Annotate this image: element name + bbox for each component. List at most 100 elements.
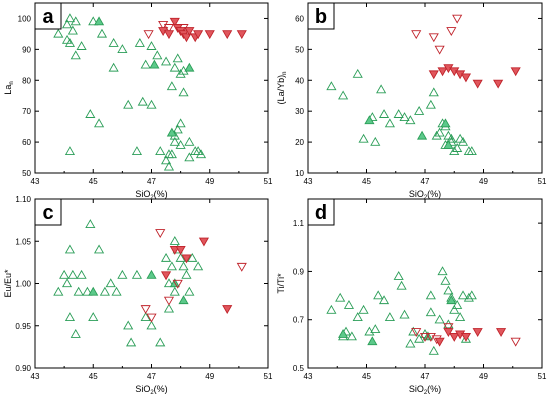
data-point-triangle-up [96, 28, 108, 38]
data-point-triangle-down [510, 337, 521, 347]
data-point-triangle-up [166, 149, 177, 159]
data-point-triangle-up [169, 286, 180, 296]
data-point-triangle-up [446, 295, 457, 305]
data-point-triangle-up [53, 286, 64, 296]
y-tick-label: 0.95 [15, 322, 31, 331]
panel-letter: d [315, 202, 327, 224]
data-point-triangle-down [510, 67, 521, 77]
data-point-triangle-up [463, 146, 474, 156]
data-point-triangle-up [70, 50, 81, 60]
y-tick-label: 1.00 [15, 280, 31, 289]
y-axis-label: Ti/Ti* [276, 273, 286, 294]
x-tick-label: 51 [538, 372, 547, 381]
data-point-triangle-up [358, 304, 369, 314]
x-tick-label: 51 [264, 372, 273, 381]
panel-letter: b [315, 6, 327, 28]
data-point-triangle-up [99, 286, 110, 296]
y-tick-label: 100 [18, 14, 32, 23]
data-point-triangle-up [184, 136, 195, 146]
data-point-triangle-up [146, 99, 157, 109]
data-point-triangle-up [190, 146, 201, 156]
data-point-triangle-up [370, 136, 381, 146]
data-point-triangle-up [76, 41, 87, 50]
data-point-triangle-up [175, 118, 186, 128]
data-point-triangle-up [160, 56, 172, 66]
data-point-triangle-up [428, 87, 439, 97]
data-point-triangle-up [178, 261, 189, 271]
y-tick-label: 1.10 [15, 195, 31, 204]
data-point-triangle-up [64, 244, 76, 254]
data-point-triangle-down [193, 30, 204, 40]
data-point-triangle-down [155, 229, 166, 239]
data-point-triangle-up [131, 269, 143, 279]
data-point-triangle-up [431, 130, 442, 140]
data-point-triangle-up [405, 338, 416, 348]
x-tick-label: 47 [421, 177, 430, 186]
data-point-triangle-up [460, 333, 472, 343]
y-axis-label: (La/Yb)n [276, 72, 288, 105]
data-point-triangle-up [166, 127, 177, 137]
data-point-triangle-up [88, 286, 99, 296]
x-axis-label: SiO2(%) [135, 189, 167, 201]
data-point-triangle-up [108, 37, 119, 47]
data-point-triangle-up [440, 118, 451, 128]
data-point-triangle-up [166, 261, 177, 271]
x-tick-label: 43 [304, 177, 313, 186]
data-point-triangle-down [428, 33, 439, 43]
data-point-triangle-up [105, 278, 116, 288]
data-point-triangle-up [187, 252, 198, 262]
data-point-triangle-up [117, 269, 128, 279]
data-point-triangle-up [466, 290, 477, 300]
panel-b: 43 45 47 49 51 10 20 30 40 50 60 SiO2(%) (La/Yb)n b [276, 2, 547, 201]
x-tick-label: 47 [147, 372, 156, 381]
data-point-triangle-down [236, 30, 247, 40]
data-point-triangle-up [437, 266, 448, 276]
data-point-triangle-down [434, 45, 445, 55]
data-point-triangle-up [64, 13, 76, 23]
panel-letter-box [34, 2, 62, 30]
data-point-triangle-up [184, 62, 195, 72]
data-point-triangle-down [198, 237, 210, 247]
data-point-triangle-up [184, 286, 195, 296]
data-point-triangle-down [495, 328, 507, 337]
data-point-triangle-down [184, 27, 195, 37]
data-point-triangle-up [61, 278, 73, 288]
data-point-triangle-up [70, 328, 81, 338]
data-point-triangle-down [411, 30, 422, 40]
x-tick-label: 43 [304, 372, 313, 381]
data-point-triangle-up [335, 292, 346, 302]
data-point-triangle-up [152, 50, 163, 60]
data-point-triangle-up [137, 96, 148, 106]
data-point-triangle-down [411, 328, 422, 337]
data-point-triangle-down [472, 79, 483, 89]
data-point-triangle-up [169, 136, 180, 146]
data-point-triangle-up [172, 53, 183, 63]
data-point-triangle-up [346, 331, 357, 341]
data-point-triangle-up [195, 149, 207, 159]
data-point-triangle-up [67, 25, 78, 35]
panel-letter-box [34, 198, 62, 226]
data-point-triangle-up [166, 81, 177, 91]
data-point-triangle-up [414, 105, 425, 115]
data-point-triangle-up [93, 16, 105, 26]
y-tick-label: 0.7 [293, 316, 305, 325]
data-point-triangle-up [64, 312, 76, 321]
x-tick-label: 49 [479, 372, 488, 381]
data-point-triangle-up [452, 300, 463, 309]
data-point-triangle-up [449, 146, 460, 156]
data-point-triangle-up [352, 312, 363, 321]
data-point-triangle-up [440, 275, 451, 285]
data-point-triangle-up [175, 68, 186, 78]
data-point-triangle-up [425, 290, 436, 300]
data-point-triangle-up [378, 295, 390, 305]
data-point-triangle-up [184, 152, 195, 162]
data-point-triangle-up [140, 59, 151, 69]
y-tick-label: 0.5 [293, 364, 305, 373]
y-tick-label: 60 [295, 14, 304, 23]
data-point-triangle-up [160, 155, 172, 165]
data-point-triangle-up [169, 62, 180, 72]
x-axis-label: SiO2(%) [409, 189, 441, 201]
data-point-triangle-up [64, 37, 76, 47]
data-point-triangle-down [163, 30, 175, 40]
